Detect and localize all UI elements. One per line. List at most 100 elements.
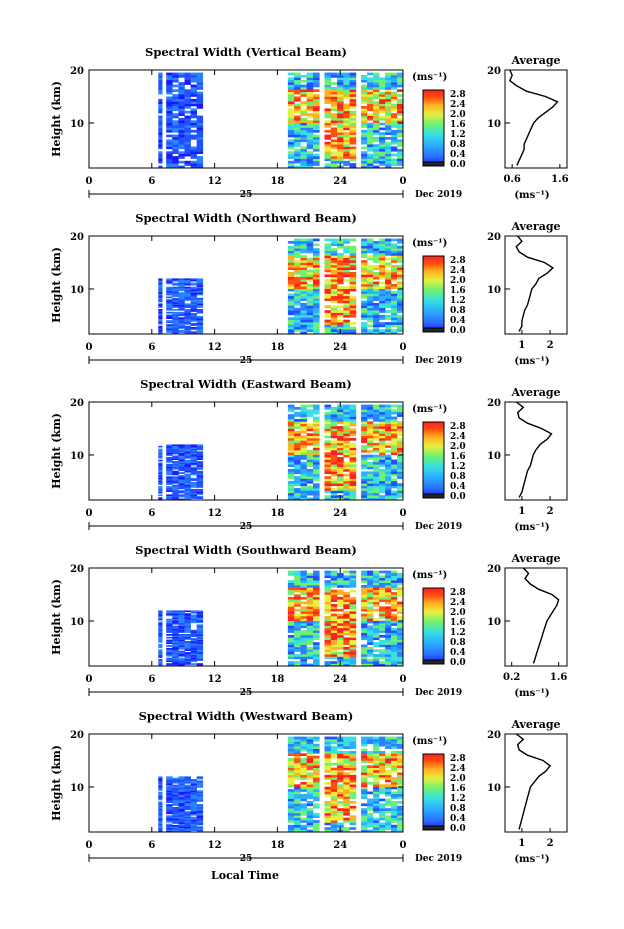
heatmap-cell [361,589,368,593]
heatmap-cell [294,435,301,439]
heatmap-cell [300,570,307,574]
heatmap-cell [361,269,368,273]
heatmap-cell [184,110,191,114]
heatmap-cell [300,445,307,448]
heatmap-cell [385,253,392,256]
heatmap-cell [367,661,374,664]
heatmap-cell [300,649,307,652]
heatmap-cell [337,589,344,593]
heatmap-cell [287,817,295,821]
heatmap-cell [397,163,404,166]
heatmap-cell [379,274,386,278]
heatmap-cell [294,89,301,92]
heatmap-cell [391,651,398,655]
heatmap-cell [337,129,344,133]
heatmap-cell [287,117,295,121]
heatmap-cell [367,620,374,624]
heatmap-cell [172,322,179,325]
heatmap-cell [300,656,307,660]
heatmap-cell [184,153,191,157]
heatmap-cell [324,601,332,605]
heatmap-cell [324,98,332,102]
heatmap-cell [385,457,392,460]
heatmap-cell [178,779,185,781]
colorbar-unit: (ms⁻¹) [412,570,447,581]
heatmap-cell [190,816,197,819]
heatmap-cell [306,587,314,590]
heatmap-cell [349,630,357,633]
heatmap-cell [313,592,320,595]
heatmap-cell [294,283,301,287]
heatmap-cell [300,765,307,768]
heatmap-cell [373,281,380,285]
heatmap-cell [300,310,307,313]
heatmap-cell [367,303,374,306]
heatmap-cell [294,91,301,95]
heatmap-cell [379,644,386,648]
heatmap-cell [337,293,344,297]
heatmap-cell [306,257,314,261]
heatmap-cell [166,829,173,831]
heatmap-cell [294,739,301,742]
y-tick-label: 10 [70,783,84,794]
heatmap-cell [379,476,386,479]
heatmap-cell [349,407,357,410]
heatmap-cell [178,98,185,102]
heatmap-cell [196,800,204,802]
heatmap-cell [349,314,357,318]
heatmap-cell [367,490,374,494]
heatmap-cell [172,780,179,783]
heatmap-cell [379,433,386,436]
heatmap-cell [324,87,332,90]
heatmap-cell [397,611,404,614]
heatmap-cell [184,823,191,826]
heatmap-cell [373,329,380,332]
heatmap-cell [379,295,386,299]
heatmap-cell [166,650,173,653]
heatmap-cell [306,72,314,76]
heatmap-cell [158,826,163,829]
heatmap-cell [313,464,320,467]
heatmap-cell [306,613,314,617]
heatmap-cell [158,475,163,477]
heatmap-cell [337,146,344,150]
heatmap-cell [158,125,163,128]
heatmap-cell [196,144,204,147]
heatmap-cell [178,639,185,642]
heatmap-cell [306,774,314,778]
heatmap-cell [196,304,204,307]
heatmap-cell [385,736,392,740]
heatmap-cell [294,613,301,617]
heatmap-cell [178,634,185,636]
heatmap-cell [313,786,320,790]
heatmap-cell [337,158,344,162]
heatmap-cell [172,491,179,494]
heatmap-cell [313,789,320,792]
heatmap-cell [330,129,338,133]
heatmap-cell [166,647,173,650]
profile-line [522,567,560,664]
heatmap-cell [337,134,344,138]
heatmap-cell [166,618,173,621]
heatmap-cell [158,288,163,290]
heatmap-cell [337,784,344,787]
heatmap-cell [166,614,173,617]
heatmap-cell [367,91,374,95]
heatmap-cell [373,324,380,328]
heatmap-cell [324,803,332,807]
heatmap-cell [330,803,338,807]
heatmap-cell [294,326,301,330]
heatmap-cell [196,137,204,140]
heatmap-cell [294,824,301,828]
heatmap-cell [294,125,301,128]
heatmap-cell [324,741,332,745]
heatmap-cell [373,151,380,154]
heatmap-cell [196,77,204,81]
heatmap-cell [391,793,398,797]
heatmap-cell [300,587,307,590]
heatmap-cell [172,79,179,83]
heatmap-cell [385,295,392,299]
heatmap-cell [330,139,338,143]
heatmap-cell [178,281,185,283]
heatmap-cell [385,658,392,662]
